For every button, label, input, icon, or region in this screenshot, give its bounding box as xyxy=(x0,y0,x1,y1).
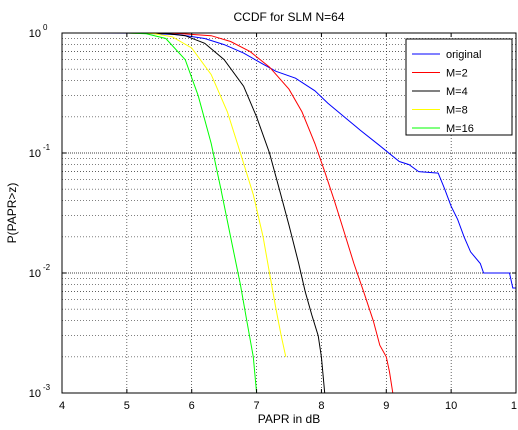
series-line-original xyxy=(94,33,516,292)
legend-label: M=4 xyxy=(446,86,468,98)
legend-label: M=8 xyxy=(446,105,468,117)
plot-frame xyxy=(61,32,517,394)
y-tick-label-exponent: -1 xyxy=(43,143,51,152)
y-axis-label: P(PAPR>z) xyxy=(5,183,19,244)
x-tick-label: 8 xyxy=(318,400,324,412)
x-tick-label: 7 xyxy=(254,400,260,412)
y-tick-label-exponent: -3 xyxy=(43,383,51,392)
y-tick-label: 10 xyxy=(29,28,41,40)
series-line-m4 xyxy=(126,33,326,393)
chart-title: CCDF for SLM N=64 xyxy=(233,10,344,24)
legend-label: M=2 xyxy=(446,68,468,80)
y-tick-label-exponent: -2 xyxy=(43,263,51,272)
legend-label: original xyxy=(446,49,481,61)
series-line-m16 xyxy=(126,33,258,393)
x-tick-label: 5 xyxy=(124,400,130,412)
y-tick-label: 10 xyxy=(29,388,41,400)
x-tick-label: 6 xyxy=(189,400,195,412)
legend-box xyxy=(405,38,513,136)
series-line-m2 xyxy=(126,33,394,393)
x-axis: 4 5 6 7 8 9 10 1 xyxy=(59,33,517,412)
x-tick-label: 9 xyxy=(383,400,389,412)
series-lines xyxy=(94,33,516,393)
x-tick-label: 1 xyxy=(511,400,517,412)
x-axis-label: PAPR in dB xyxy=(258,412,320,426)
legend: original M=2 M=4 M=8 M=16 xyxy=(405,38,513,136)
series-line-m8 xyxy=(126,33,287,358)
y-tick-label: 10 xyxy=(29,148,41,160)
y-tick-label: 10 xyxy=(29,268,41,280)
x-tick-label: 4 xyxy=(59,400,65,412)
x-tick-label: 10 xyxy=(445,400,457,412)
legend-label: M=16 xyxy=(446,123,474,135)
y-tick-label-exponent: 0 xyxy=(43,23,48,32)
